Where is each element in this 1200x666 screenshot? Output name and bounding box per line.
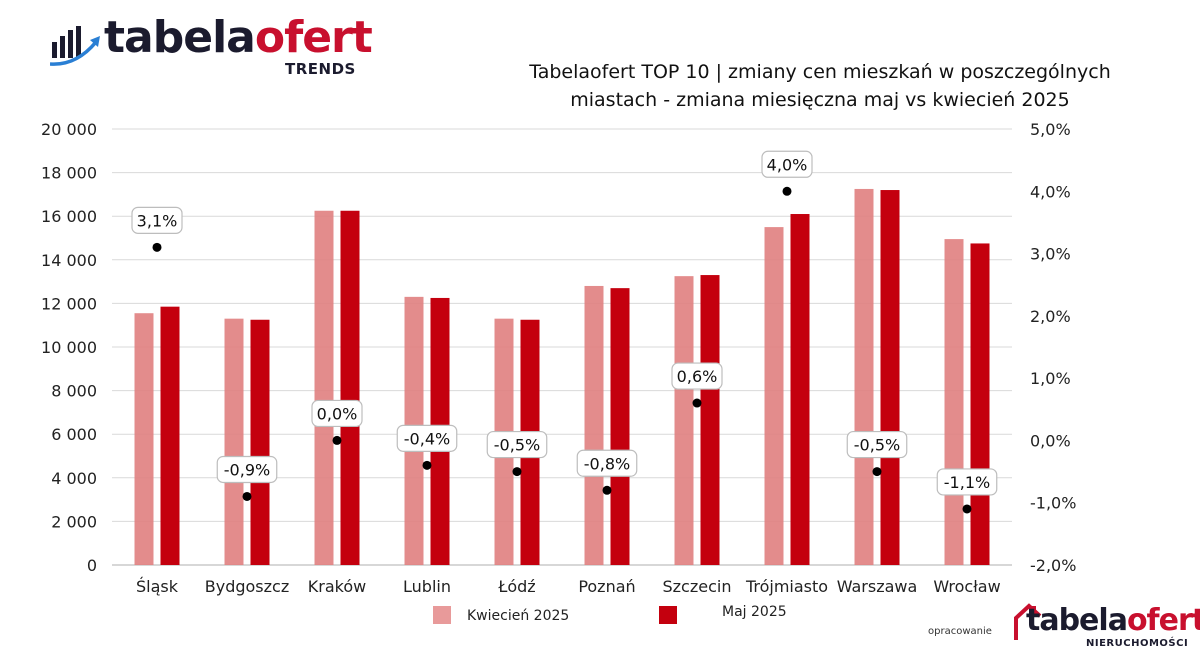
y-tick-label: 12 000 bbox=[41, 294, 97, 313]
data-label: 0,0% bbox=[317, 404, 358, 423]
data-label: 4,0% bbox=[767, 155, 808, 174]
change-point bbox=[152, 242, 162, 252]
change-point bbox=[872, 467, 882, 477]
bar-kwiecien bbox=[584, 285, 604, 565]
x-tick-label: Łódź bbox=[497, 577, 535, 596]
change-point bbox=[602, 485, 612, 495]
bar-maj bbox=[250, 319, 270, 565]
data-label: -0,9% bbox=[224, 460, 270, 479]
y-tick-label: 14 000 bbox=[41, 251, 97, 270]
brand-logo-text: tabelaofert bbox=[104, 12, 373, 63]
footer-logo-text: tabelaofert bbox=[1026, 603, 1200, 638]
y-tick-label: 18 000 bbox=[41, 164, 97, 183]
x-tick-label: Śląsk bbox=[136, 577, 179, 596]
data-label: -1,1% bbox=[944, 473, 990, 492]
bar-kwiecien bbox=[134, 313, 154, 565]
bar-kwiecien bbox=[764, 227, 784, 565]
data-label-box bbox=[846, 430, 908, 459]
bar-kwiecien bbox=[944, 239, 964, 565]
y-tick-label: 20 000 bbox=[41, 120, 97, 139]
y2-tick-label: -2,0% bbox=[1030, 556, 1076, 575]
change-point bbox=[422, 460, 432, 470]
bar-kwiecien bbox=[674, 276, 694, 565]
x-tick-label: Warszawa bbox=[837, 577, 918, 596]
y2-tick-label: -1,0% bbox=[1030, 494, 1076, 513]
bar-maj bbox=[610, 288, 630, 565]
footer-brand: opracowanie tabelaofert NIERUCHOMOŚCI bbox=[928, 600, 1200, 660]
data-label: -0,5% bbox=[854, 436, 900, 455]
y2-tick-label: 5,0% bbox=[1030, 120, 1071, 139]
x-tick-label: Lublin bbox=[403, 577, 451, 596]
change-point bbox=[692, 398, 702, 408]
bar-maj bbox=[700, 275, 720, 565]
change-point bbox=[242, 491, 252, 501]
bar-maj bbox=[880, 190, 900, 566]
change-point bbox=[962, 504, 972, 514]
data-label-box bbox=[396, 424, 458, 452]
data-label: 0,6% bbox=[677, 367, 718, 386]
y-tick-label: 2 000 bbox=[51, 512, 97, 531]
x-tick-label: Bydgoszcz bbox=[205, 577, 289, 596]
x-tick-label: Wrocław bbox=[933, 577, 1000, 596]
y2-tick-label: 3,0% bbox=[1030, 245, 1071, 264]
chart-title: Tabelaofert TOP 10 | zmiany cen mieszkań… bbox=[470, 58, 1170, 114]
bar-kwiecien bbox=[314, 210, 334, 565]
bar-maj bbox=[160, 306, 180, 565]
x-tick-label: Szczecin bbox=[663, 577, 732, 596]
data-label: 3,1% bbox=[137, 211, 178, 230]
y2-tick-label: 2,0% bbox=[1030, 307, 1071, 326]
data-label-box bbox=[576, 449, 638, 477]
y-tick-label: 10 000 bbox=[41, 338, 97, 357]
bar-maj bbox=[970, 243, 990, 565]
change-point bbox=[782, 186, 792, 196]
legend-label-maj: Maj 2025 bbox=[722, 604, 787, 620]
y2-tick-label: 1,0% bbox=[1030, 369, 1071, 388]
bar-kwiecien bbox=[854, 188, 874, 565]
legend-label-kwiecien: Kwiecień 2025 bbox=[467, 608, 570, 624]
data-label-box bbox=[761, 150, 813, 178]
data-label-box bbox=[671, 362, 723, 390]
y-tick-label: 6 000 bbox=[51, 425, 97, 444]
y-tick-label: 8 000 bbox=[51, 382, 97, 401]
data-label-box bbox=[936, 468, 998, 496]
data-label: -0,8% bbox=[584, 454, 630, 473]
y-tick-label: 0 bbox=[87, 556, 97, 575]
y2-tick-label: 4,0% bbox=[1030, 182, 1071, 201]
legend-swatch-kwiecien bbox=[433, 606, 451, 624]
bar-kwiecien bbox=[224, 318, 244, 565]
data-label-box bbox=[311, 399, 363, 428]
y2-tick-label: 0,0% bbox=[1030, 431, 1071, 450]
data-label: -0,4% bbox=[404, 429, 450, 448]
data-label: -0,5% bbox=[494, 436, 540, 455]
data-label-box bbox=[486, 430, 548, 459]
y-tick-label: 4 000 bbox=[51, 469, 97, 488]
footer-logo-subtitle: NIERUCHOMOŚCI bbox=[1086, 638, 1189, 649]
x-tick-label: Poznań bbox=[578, 577, 635, 596]
x-tick-label: Kraków bbox=[308, 577, 366, 596]
y-tick-label: 16 000 bbox=[41, 207, 97, 226]
prepared-by-label: opracowanie bbox=[928, 626, 992, 637]
legend-swatch-maj bbox=[659, 606, 677, 624]
data-label-box bbox=[216, 455, 278, 484]
x-tick-label: Trójmiasto bbox=[745, 577, 828, 596]
change-point bbox=[512, 467, 522, 477]
house-logo-icon bbox=[1014, 603, 1042, 640]
chart-title-line2: miastach - zmiana miesięczna maj vs kwie… bbox=[570, 89, 1070, 111]
bar-maj bbox=[790, 214, 810, 565]
data-label-box bbox=[131, 206, 183, 234]
bar-maj bbox=[340, 210, 360, 565]
chart-title-line1: Tabelaofert TOP 10 | zmiany cen mieszkań… bbox=[529, 61, 1111, 83]
brand-logo-subtitle: TRENDS bbox=[285, 60, 356, 78]
bar-chart-logo-icon bbox=[50, 26, 100, 66]
change-point bbox=[332, 435, 342, 445]
brand-logo: tabelaofert TRENDS bbox=[50, 12, 373, 84]
